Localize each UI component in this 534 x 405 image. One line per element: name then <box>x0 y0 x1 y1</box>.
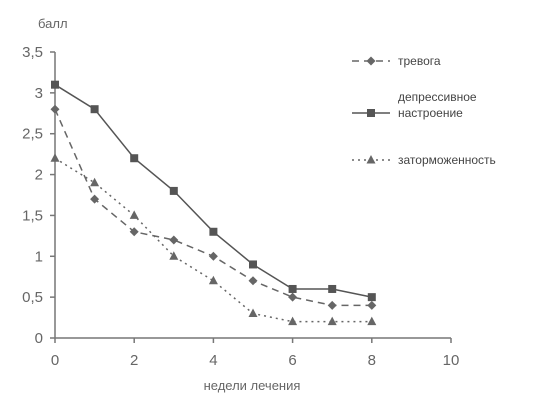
data-point <box>248 276 258 286</box>
data-point <box>129 227 139 237</box>
series-1 <box>51 80 376 302</box>
data-point <box>90 177 100 187</box>
data-point <box>208 251 218 261</box>
y-tick-label: 0,5 <box>22 289 43 306</box>
y-tick-label: 2,5 <box>22 126 43 143</box>
x-tick-label: 2 <box>130 352 138 369</box>
data-point <box>50 104 60 114</box>
y-tick-label: 3,5 <box>22 44 43 61</box>
data-point <box>367 293 376 302</box>
series-line <box>54 157 372 323</box>
legend-label: депрессивное настроение <box>398 90 477 120</box>
data-point <box>51 80 59 89</box>
data-point <box>249 260 257 269</box>
data-point <box>129 210 139 219</box>
legend-item-2: заторможенность <box>352 153 496 167</box>
legend-label: тревога <box>398 54 441 68</box>
data-point <box>288 284 297 293</box>
legend-marker <box>366 155 376 164</box>
series-2 <box>50 153 377 326</box>
x-tick-label: 8 <box>368 352 376 369</box>
data-point <box>130 154 139 163</box>
data-point <box>50 153 60 162</box>
data-point <box>169 235 179 245</box>
data-point <box>288 292 298 302</box>
y-tick-label: 2 <box>35 167 43 184</box>
data-point <box>169 251 179 260</box>
y-tick-label: 1,5 <box>22 207 43 224</box>
data-point <box>90 194 100 204</box>
data-point <box>328 284 337 293</box>
series-group <box>50 80 377 326</box>
series-line <box>54 84 372 298</box>
legend-marker <box>367 109 375 117</box>
data-point <box>169 186 178 195</box>
x-tick-label: 6 <box>288 352 296 369</box>
x-axis-label: недели лечения <box>204 378 301 393</box>
legend-label: заторможенность <box>398 153 496 167</box>
data-point <box>327 316 337 326</box>
legend: тревога депрессивное настроение заторможенн… <box>352 54 496 167</box>
x-tick-label: 10 <box>443 352 460 369</box>
legend-marker <box>366 56 376 66</box>
y-tick-label: 3 <box>35 85 43 102</box>
series-0 <box>50 104 377 310</box>
legend-item-0: тревога <box>352 54 441 68</box>
data-point <box>367 300 377 310</box>
y-axis: 0 0,5 1 1,5 2 2,5 3 3,5 <box>22 44 56 347</box>
x-tick-label: 0 <box>51 352 59 369</box>
data-point <box>288 316 298 326</box>
data-point <box>90 105 99 114</box>
legend-item-1: депрессивное настроение <box>352 90 477 120</box>
x-tick-label: 4 <box>209 352 217 369</box>
data-point <box>367 316 377 326</box>
y-axis-label: балл <box>38 16 68 31</box>
data-point <box>209 227 218 236</box>
data-point <box>327 300 337 310</box>
y-tick-label: 1 <box>35 248 43 265</box>
y-tick-label: 0 <box>35 330 43 347</box>
x-axis: 0 2 4 6 8 10 <box>51 337 460 369</box>
data-point <box>208 275 218 285</box>
data-point <box>248 308 258 317</box>
